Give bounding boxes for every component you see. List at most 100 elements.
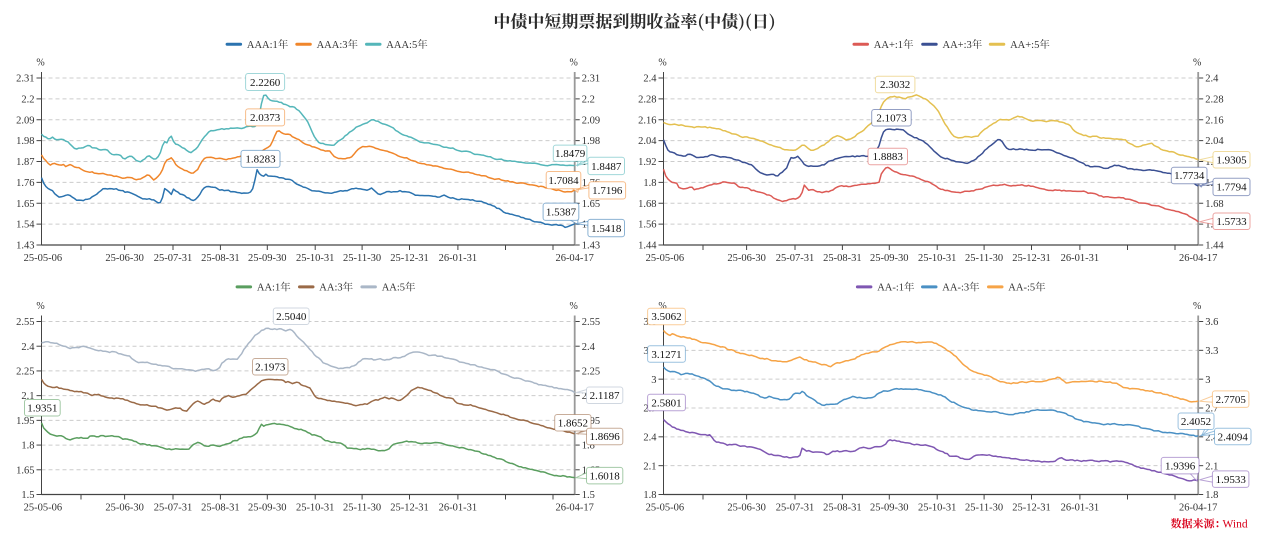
svg-text:%: %	[570, 58, 578, 69]
svg-text:25-12-31: 25-12-31	[390, 503, 429, 514]
svg-text:AA:5: AA:5	[382, 283, 405, 294]
svg-text:25-09-30: 25-09-30	[248, 253, 287, 264]
svg-text:1.92: 1.92	[638, 157, 656, 168]
svg-text:2.1973: 2.1973	[255, 362, 286, 374]
svg-text:26-04-17: 26-04-17	[555, 253, 594, 264]
svg-text:25-10-31: 25-10-31	[296, 503, 335, 514]
svg-text:2.31: 2.31	[16, 74, 34, 85]
svg-text:2.0373: 2.0373	[250, 112, 281, 124]
svg-text:2.55: 2.55	[582, 317, 600, 328]
svg-text:25-11-30: 25-11-30	[965, 503, 1003, 514]
svg-text:2.04: 2.04	[1205, 136, 1224, 147]
svg-text:AAA:1: AAA:1	[247, 40, 278, 51]
svg-text:26-01-31: 26-01-31	[439, 503, 478, 514]
svg-text:2.09: 2.09	[582, 115, 600, 126]
svg-text:3.6: 3.6	[1205, 317, 1218, 328]
svg-text:2.5801: 2.5801	[651, 397, 681, 409]
svg-text:AA:3: AA:3	[319, 283, 342, 294]
svg-text:1.9305: 1.9305	[1216, 155, 1247, 167]
svg-text:25-10-31: 25-10-31	[296, 253, 335, 264]
svg-text:2.2: 2.2	[21, 94, 34, 105]
svg-text:Wind: Wind	[1223, 519, 1248, 531]
svg-text:1.87: 1.87	[16, 157, 34, 168]
svg-text:1.98: 1.98	[16, 136, 34, 147]
svg-text:25-08-31: 25-08-31	[201, 503, 240, 514]
svg-text:2.4: 2.4	[582, 342, 596, 353]
svg-text:2.28: 2.28	[638, 94, 656, 105]
svg-text:25-12-31: 25-12-31	[1012, 253, 1051, 264]
svg-text:25-06-30: 25-06-30	[727, 503, 766, 514]
svg-text:3: 3	[651, 375, 656, 386]
svg-text:1.5: 1.5	[21, 490, 34, 501]
svg-text:1.9351: 1.9351	[27, 403, 57, 415]
svg-text:25-11-30: 25-11-30	[965, 253, 1003, 264]
svg-text:25-05-06: 25-05-06	[24, 253, 63, 264]
svg-text:25-11-30: 25-11-30	[343, 503, 381, 514]
svg-text:1.43: 1.43	[582, 241, 600, 252]
svg-text:26-04-17: 26-04-17	[555, 503, 594, 514]
svg-text:26-04-17: 26-04-17	[1179, 253, 1218, 264]
svg-text:2.4: 2.4	[21, 342, 35, 353]
svg-text:25-08-31: 25-08-31	[823, 503, 862, 514]
svg-text:1.7084: 1.7084	[548, 175, 579, 187]
svg-text:AA+:1: AA+:1	[874, 40, 903, 51]
svg-text:1.8652: 1.8652	[558, 418, 588, 430]
svg-text:25-08-31: 25-08-31	[201, 253, 240, 264]
svg-text:2.04: 2.04	[638, 136, 657, 147]
svg-text:25-09-30: 25-09-30	[248, 503, 287, 514]
svg-text:1.8: 1.8	[643, 178, 656, 189]
svg-text:%: %	[36, 301, 44, 312]
svg-text:26-01-31: 26-01-31	[1061, 253, 1100, 264]
svg-text:1.6018: 1.6018	[589, 470, 620, 482]
svg-text:1.7196: 1.7196	[592, 185, 623, 197]
svg-text:1.8283: 1.8283	[245, 154, 276, 166]
svg-text:25-07-31: 25-07-31	[154, 503, 193, 514]
svg-text:25-12-31: 25-12-31	[1012, 503, 1051, 514]
svg-text:%: %	[658, 58, 666, 69]
svg-text:25-08-31: 25-08-31	[823, 253, 862, 264]
svg-text:1.8: 1.8	[1205, 490, 1218, 501]
svg-text:%: %	[658, 301, 666, 312]
svg-text:AA-:5: AA-:5	[1008, 283, 1035, 294]
svg-text:1.65: 1.65	[582, 199, 600, 210]
svg-text:25-10-31: 25-10-31	[918, 253, 957, 264]
svg-text:2.09: 2.09	[16, 115, 34, 126]
svg-text:1.7794: 1.7794	[1216, 182, 1247, 194]
svg-text:1.65: 1.65	[16, 465, 34, 476]
svg-text:3.5062: 3.5062	[651, 311, 681, 323]
svg-text:2.1073: 2.1073	[876, 113, 907, 125]
svg-text:2.2260: 2.2260	[250, 77, 281, 89]
svg-text:1.65: 1.65	[16, 199, 34, 210]
svg-text:1.8487: 1.8487	[591, 161, 622, 173]
svg-text:25-07-31: 25-07-31	[776, 503, 815, 514]
svg-text:2.16: 2.16	[638, 115, 656, 126]
svg-text:25-10-31: 25-10-31	[918, 503, 957, 514]
svg-text:25-09-30: 25-09-30	[870, 503, 909, 514]
svg-text:25-07-31: 25-07-31	[776, 253, 815, 264]
svg-text:AAA:3: AAA:3	[317, 40, 348, 51]
svg-text:%: %	[36, 58, 44, 69]
svg-text:1.8479: 1.8479	[555, 148, 586, 160]
svg-text:1.43: 1.43	[16, 241, 34, 252]
svg-text:AA+:5: AA+:5	[1010, 40, 1039, 51]
svg-text:2.3032: 2.3032	[880, 79, 910, 91]
svg-text:2.55: 2.55	[16, 317, 34, 328]
svg-text:%: %	[1193, 301, 1201, 312]
svg-text:1.54: 1.54	[16, 220, 35, 231]
svg-text:1.5418: 1.5418	[591, 223, 622, 235]
svg-text:25-05-06: 25-05-06	[646, 503, 685, 514]
svg-text:3: 3	[1205, 375, 1210, 386]
svg-text:2.1187: 2.1187	[590, 390, 620, 402]
svg-text:2.5040: 2.5040	[276, 311, 307, 323]
svg-text:25-07-31: 25-07-31	[154, 253, 193, 264]
svg-text:2.4: 2.4	[1205, 74, 1219, 85]
svg-text:1.44: 1.44	[1205, 241, 1224, 252]
svg-text:1.95: 1.95	[16, 416, 34, 427]
svg-text:AA-:1: AA-:1	[877, 283, 904, 294]
svg-text:2.1: 2.1	[643, 461, 656, 472]
svg-text:2.1: 2.1	[1205, 461, 1218, 472]
svg-text:1.9533: 1.9533	[1216, 474, 1247, 486]
svg-text:1.8: 1.8	[21, 441, 34, 452]
svg-text:25-05-06: 25-05-06	[24, 503, 63, 514]
svg-text:25-06-30: 25-06-30	[105, 253, 144, 264]
